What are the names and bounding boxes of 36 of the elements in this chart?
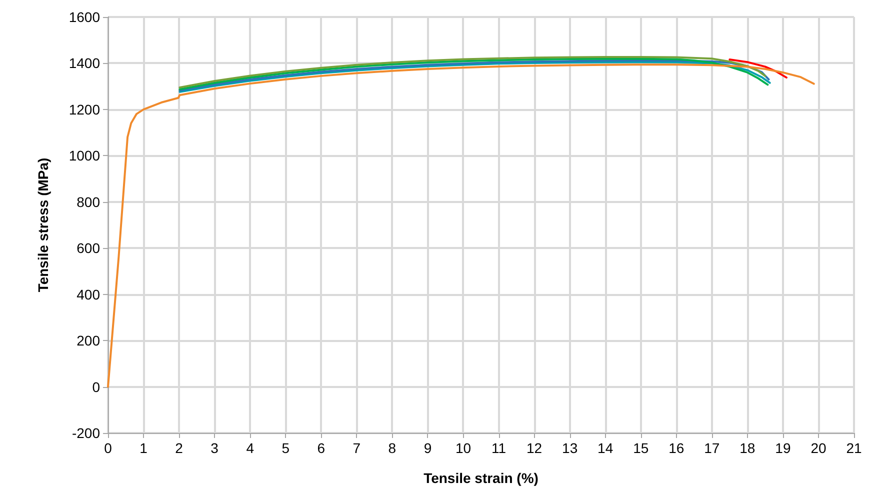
y-tick-label: -200 bbox=[72, 425, 100, 441]
y-tick-label: 200 bbox=[76, 332, 100, 349]
x-tick-label: 8 bbox=[388, 440, 396, 456]
y-tick-label: 1000 bbox=[68, 148, 100, 164]
x-tick-label: 13 bbox=[562, 440, 578, 456]
x-tick-label: 17 bbox=[704, 440, 720, 456]
y-tick-label: 600 bbox=[76, 240, 100, 256]
x-axis-title: Tensile strain (%) bbox=[424, 470, 538, 486]
x-tick-label: 10 bbox=[455, 440, 472, 456]
x-tick-label: 12 bbox=[526, 440, 542, 456]
x-tick-label: 16 bbox=[668, 440, 684, 456]
x-tick-label: 11 bbox=[491, 440, 506, 456]
y-tick-label: 1200 bbox=[68, 101, 100, 118]
line-series bbox=[107, 64, 815, 388]
y-tick-label: 400 bbox=[76, 286, 100, 302]
x-tick-label: 1 bbox=[140, 440, 148, 456]
x-tick-label: 9 bbox=[424, 440, 432, 456]
x-tick-label: 19 bbox=[775, 440, 791, 456]
y-axis-title: Tensile stress (MPa) bbox=[35, 158, 51, 292]
x-tick-label: 7 bbox=[352, 440, 361, 456]
x-tick-label: 4 bbox=[246, 440, 254, 456]
y-tick-label: 1600 bbox=[68, 9, 100, 25]
x-tick-label: 20 bbox=[810, 440, 826, 456]
line-series bbox=[728, 58, 788, 79]
y-tick-label: 800 bbox=[76, 194, 100, 210]
x-tick-label: 0 bbox=[104, 440, 112, 456]
y-tick-label: 0 bbox=[92, 378, 100, 395]
x-tick-label: 21 bbox=[846, 440, 862, 456]
x-tick-label: 15 bbox=[633, 440, 649, 456]
y-tick-label: 1400 bbox=[68, 55, 100, 72]
x-tick-label: 5 bbox=[282, 440, 290, 456]
x-tick-label: 2 bbox=[175, 440, 184, 456]
x-tick-label: 6 bbox=[317, 440, 326, 456]
x-tick-label: 3 bbox=[210, 440, 219, 456]
x-tick-label: 14 bbox=[598, 440, 614, 456]
x-tick-label: 18 bbox=[740, 440, 756, 456]
